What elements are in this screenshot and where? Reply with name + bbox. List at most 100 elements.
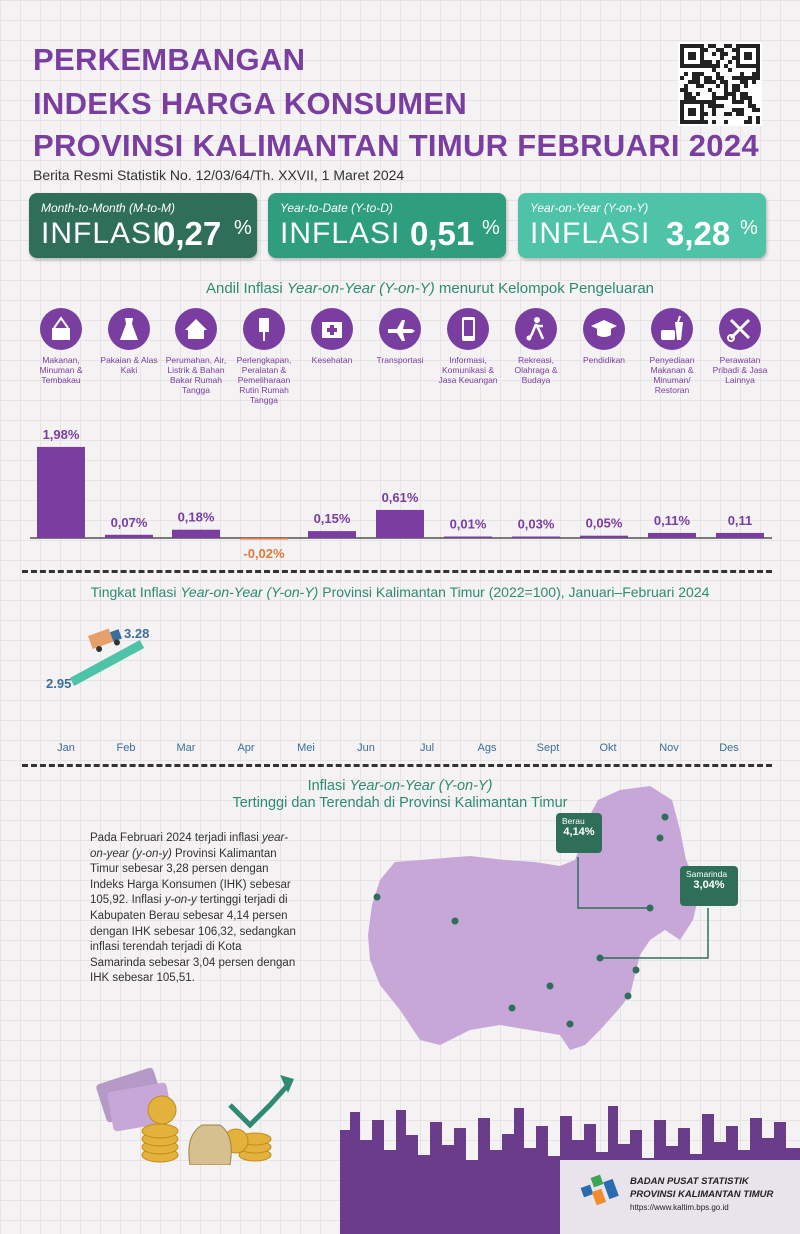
city-dots (373, 813, 669, 1028)
yoy-title-em: Year-on-Year (Y-on-Y) (180, 584, 319, 600)
section-divider (22, 764, 772, 767)
bar-6 (376, 509, 424, 538)
callout-value: 3,04% (693, 879, 725, 891)
card-word: INFLASI (530, 217, 651, 250)
card-unit: % (740, 217, 758, 239)
kaltim-map (368, 786, 709, 1050)
bar-label-9: 0,05% (586, 516, 623, 531)
yoy-chart-title: Tingkat Inflasi Year-on-Year (Y-on-Y) Pr… (30, 584, 770, 600)
category-2: Pakaian & Alas Kaki (100, 308, 158, 375)
para-part: Provinsi Kalimantan Timur sebesar 3,28 p… (90, 847, 291, 907)
category-name: Transportasi (376, 355, 424, 365)
month-label-12: Des (719, 742, 739, 754)
card-unit: % (482, 217, 500, 239)
dress-icon (108, 308, 150, 350)
soccer-player-icon (515, 308, 557, 350)
bar-label-5: 0,15% (314, 511, 351, 526)
title-line-3: PROVINSI KALIMANTAN TIMUR FEBRUARI 2024 (33, 128, 759, 163)
airplane-icon (379, 308, 421, 350)
bar-7 (444, 536, 492, 538)
card-value: 0,27 (157, 215, 222, 252)
bar-label-4: -0,02% (243, 546, 285, 561)
category-name: Pendidikan (582, 355, 626, 365)
month-label-8: Ags (477, 742, 497, 754)
category-name: Perawatan Pribadi & Jasa Lainnya (712, 355, 768, 385)
para-part: tertinggi terjadi di Kabupaten Berau seb… (90, 894, 296, 985)
food-basket-icon (40, 308, 82, 350)
house-icon (175, 308, 217, 350)
month-label-6: Jun (357, 742, 375, 754)
delivery-truck-icon (88, 628, 122, 652)
category-8: Rekreasi, Olahraga & Budaya (513, 308, 559, 385)
yoy-point-label-2: 3.28 (124, 626, 149, 641)
card-word: INFLASI (280, 217, 401, 250)
category-5: Kesehatan (309, 308, 355, 365)
category-name: Makanan, Minuman & Tembakau (39, 355, 83, 385)
andil-title: Andil Inflasi Year-on-Year (Y-on-Y) menu… (100, 280, 760, 297)
map-title-line-1: Inflasi Year-on-Year (Y-on-Y) (190, 778, 610, 794)
money-growth-illustration (96, 1067, 294, 1165)
phone-icon (447, 308, 489, 350)
category-name: Penyediaan Makanan & Minuman/ Restoran (649, 355, 695, 395)
map-title-line-2: Tertinggi dan Terendah di Provinsi Kalim… (232, 795, 568, 811)
card-value: 3,28 (666, 215, 731, 252)
andil-title-post: menurut Kelompok Pengeluaran (434, 280, 655, 297)
category-name: Rekreasi, Olahraga & Budaya (514, 355, 558, 385)
month-label-7: Jul (419, 742, 435, 754)
plug-icon (243, 308, 285, 350)
section-divider (22, 570, 772, 573)
callout-city: Samarinda (686, 869, 728, 879)
card-word: INFLASI (41, 217, 162, 250)
category-4: Perlengkapan, Peralatan & Pemeliharaan R… (237, 308, 291, 405)
card-y-on-y: Year-on-Year (Y-on-Y) INFLASI 3,28 % (518, 193, 766, 258)
month-label-9: Sept (536, 742, 560, 754)
bar-label-6: 0,61% (382, 490, 419, 505)
yoy-line-chart: 2.95 3.28 (46, 626, 149, 691)
graduation-cap-icon (583, 308, 625, 350)
bar-label-7: 0,01% (450, 517, 487, 532)
bar-10 (648, 532, 696, 538)
bar-label-1: 1,98% (43, 427, 80, 442)
qr-code-icon[interactable] (678, 42, 762, 126)
bar-label-11: 0,11 (728, 513, 753, 528)
card-label: Year-on-Year (Y-on-Y) (530, 201, 649, 215)
card-unit: % (234, 217, 252, 239)
footer-org-line-2: PROVINSI KALIMANTAN TIMUR (630, 1189, 774, 1200)
para-part-em: y-on-y (164, 894, 197, 907)
title-line-1: PERKEMBANGAN (33, 42, 306, 77)
bar-label-8: 0,03% (518, 517, 555, 532)
para-part: Pada Februari 2024 terjadi inflasi (90, 832, 262, 844)
category-name: Informasi, Komunikasi & Jasa Keuangan (438, 355, 498, 385)
month-label-1: Jan (57, 742, 75, 754)
subtitle: Berita Resmi Statistik No. 12/03/64/Th. … (33, 167, 405, 183)
bar-4 (240, 538, 288, 540)
bar-label-10: 0,11% (654, 513, 691, 528)
berau-callout: Berau 4,14% (556, 813, 602, 853)
card-value: 0,51 (410, 215, 475, 252)
footer-org-line-1: BADAN PUSAT STATISTIK (630, 1176, 749, 1187)
category-6: Transportasi (377, 308, 423, 365)
footer-url[interactable]: https://www.kaltim.bps.go.id (630, 1203, 729, 1212)
card-y-to-d: Year-to-Date (Y-to-D) INFLASI 0,51 % (268, 193, 506, 258)
scissors-comb-icon (719, 308, 761, 350)
category-9: Pendidikan (581, 308, 627, 365)
yoy-title-pre: Tingkat Inflasi (90, 584, 181, 600)
category-3: Perumahan, Air, Listrik & Bahan Bakar Ru… (166, 308, 226, 395)
bar-5 (308, 531, 356, 538)
para-part-em: year-on-year (y-on-y) (90, 832, 288, 860)
month-label-4: Apr (237, 742, 255, 754)
category-11: Perawatan Pribadi & Jasa Lainnya (713, 308, 767, 385)
callout-city: Berau (562, 816, 585, 826)
andil-title-em: Year-on-Year (Y-on-Y) (286, 280, 435, 297)
bps-logo-icon (580, 1174, 619, 1206)
bar-11 (716, 532, 764, 538)
bar-9 (580, 535, 628, 538)
bar-1 (37, 446, 85, 538)
samarinda-callout: Samarinda 3,04% (680, 866, 738, 906)
callout-value: 4,14% (563, 826, 595, 838)
month-label-10: Okt (599, 742, 617, 754)
yoy-title-post: Provinsi Kalimantan Timur (2022=100), Ja… (318, 584, 710, 600)
category-7: Informasi, Komunikasi & Jasa Keuangan (438, 308, 498, 385)
month-label-3: Mar (176, 742, 196, 754)
title-line-2: INDEKS HARGA KONSUMEN (33, 86, 468, 121)
